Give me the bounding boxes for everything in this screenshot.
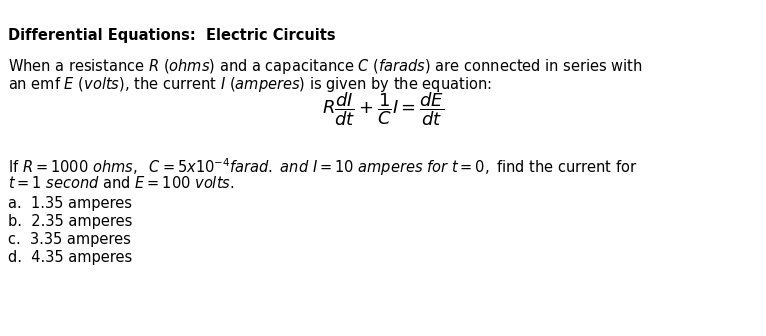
Text: d.  4.35 amperes: d. 4.35 amperes [8,250,133,265]
Text: $R\dfrac{dI}{dt}+\dfrac{1}{C}I=\dfrac{dE}{dt}$: $R\dfrac{dI}{dt}+\dfrac{1}{C}I=\dfrac{dE… [322,90,444,128]
Text: a.  1.35 amperes: a. 1.35 amperes [8,196,132,211]
Text: Differential Equations:  Electric Circuits: Differential Equations: Electric Circuit… [8,28,336,43]
Text: an emf $E$ $(volts)$, the current $I$ $(amperes)$ is given by the equation:: an emf $E$ $(volts)$, the current $I$ $(… [8,75,492,94]
Text: When a resistance $R$ $(ohms)$ and a capacitance $C$ $(farads)$ are connected in: When a resistance $R$ $(ohms)$ and a cap… [8,57,643,76]
Text: $t = 1$ $second$ and $E = 100$ $volts.$: $t = 1$ $second$ and $E = 100$ $volts.$ [8,175,234,191]
Text: If $R = 1000$ $ohms,$  $C = 5x10^{-4}$$farad.$ $and$ $I = 10$ $amperes$ $for$ $t: If $R = 1000$ $ohms,$ $C = 5x10^{-4}$$fa… [8,156,637,178]
Text: b.  2.35 amperes: b. 2.35 amperes [8,214,133,229]
Text: c.  3.35 amperes: c. 3.35 amperes [8,232,131,247]
